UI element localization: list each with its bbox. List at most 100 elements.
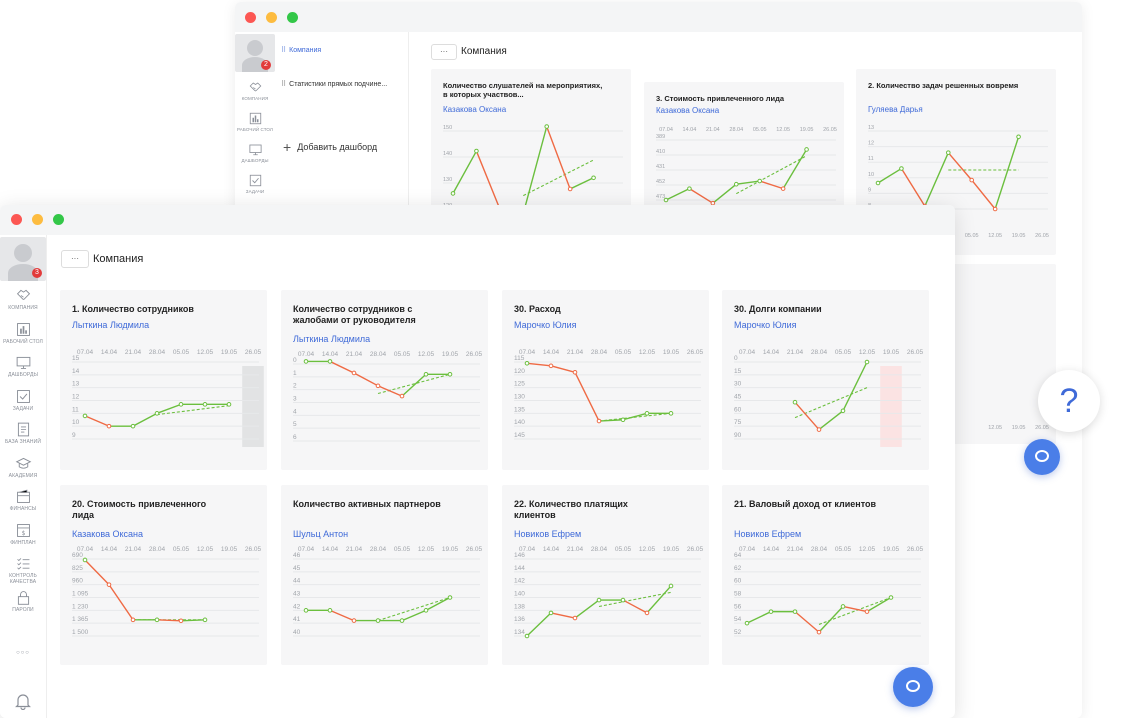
trend-line: [377, 596, 451, 622]
x-tick-label: 14.04: [763, 349, 780, 356]
data-point: [644, 411, 650, 416]
series-segment: [156, 619, 182, 622]
minimize-window-button[interactable]: [266, 12, 277, 23]
card-title: 1. Количество сотрудников: [72, 304, 194, 314]
data-point: [450, 191, 456, 196]
card-owner-link[interactable]: Новиков Ефрем: [514, 529, 582, 539]
sidebar-item-cash[interactable]: $ ФИНПЛАН: [0, 522, 46, 546]
checklist-icon: [0, 555, 46, 572]
sidebar-item-handshake[interactable]: КОМПАНИЯ: [0, 287, 46, 311]
bell-icon[interactable]: [15, 692, 31, 710]
close-window-button[interactable]: [245, 12, 256, 23]
maximize-window-button[interactable]: [53, 214, 64, 225]
sidebar-item-monitor[interactable]: ДАШБОРДЫ: [0, 354, 46, 378]
card-owner-link[interactable]: Новиков Ефрем: [734, 529, 802, 539]
dashboard-card[interactable]: 30. Расход Марочко Юлия 115 120 125 130 135 140…: [502, 290, 709, 470]
dashboard-card[interactable]: 1. Количество сотрудников Лыткина Людмила…: [60, 290, 267, 470]
drag-handle-icon[interactable]: ⠿: [281, 81, 287, 88]
sidebar-item-handshake[interactable]: КОМПАНИЯ: [235, 80, 275, 102]
series-segment: [452, 150, 478, 194]
x-tick-label: 19.05: [442, 351, 459, 358]
series-segment: [971, 179, 996, 210]
series-segment: [353, 372, 379, 387]
dashboard-card[interactable]: 21. Валовый доход от клиентов Новиков Ефр…: [722, 485, 929, 665]
x-tick-label: 28.04: [811, 546, 828, 553]
dashboard-menu-button[interactable]: ···: [61, 250, 89, 268]
series-segment: [994, 136, 1020, 210]
line-chart: 46 45 44 43 42 41 40 07.04 14.04 21.04 28.04 05.05 1…: [293, 546, 483, 637]
x-tick-label: 28.04: [149, 546, 166, 553]
dashboard-card[interactable]: Количество сотрудников с жалобами от рук…: [281, 290, 488, 470]
x-tick-label: 26.05: [466, 546, 483, 553]
dashboard-card[interactable]: 20. Стоимость привлеченного лида Казакова…: [60, 485, 267, 665]
minimize-window-button[interactable]: [32, 214, 43, 225]
sidebar-item-document[interactable]: БАЗА ЗНАНИЙ: [0, 421, 46, 445]
maximize-window-button[interactable]: [287, 12, 298, 23]
y-tick-label: 431: [656, 164, 665, 170]
y-tick-label: 12: [72, 394, 80, 401]
lock-icon: [0, 589, 46, 606]
series-segment: [526, 362, 552, 367]
highlight-column: [242, 366, 264, 447]
card-owner-link[interactable]: Шульц Антон: [293, 529, 349, 539]
card-owner-link[interactable]: Казакова Оксана: [656, 106, 720, 115]
data-point: [423, 608, 429, 613]
data-point: [548, 610, 554, 616]
sidebar-item-wallet[interactable]: ФИНАНСЫ: [0, 488, 46, 512]
x-tick-label: 12.05: [418, 351, 435, 358]
data-point: [899, 166, 904, 171]
dashboard-item-company[interactable]: ⠿ Компания: [281, 47, 322, 54]
series-segment: [818, 606, 844, 633]
highlight-column: [880, 366, 902, 447]
sidebar-item-desktop-grid[interactable]: РАБОЧИЙ СТОЛ: [0, 321, 46, 345]
y-tick-label: 410: [656, 149, 665, 155]
dashboard-card[interactable]: 30. Долги компании Марочко Юлия 0 15 30 45 60 7…: [722, 290, 929, 470]
more-menu-button[interactable]: ○○○: [16, 650, 30, 656]
card-owner-link[interactable]: Казакова Оксана: [443, 105, 507, 114]
x-tick-label: 05.05: [394, 546, 411, 553]
card-owner-link[interactable]: Казакова Оксана: [72, 529, 144, 539]
add-dashboard-button[interactable]: + Добавить дашборд: [283, 139, 378, 155]
sidebar-item-checkbox[interactable]: ЗАДАЧИ: [235, 173, 275, 195]
monitor-icon: [235, 142, 275, 157]
data-point: [447, 595, 453, 600]
document-icon: [0, 421, 46, 438]
dashboard-card[interactable]: Количество активных партнеров Шульц Антон…: [281, 485, 488, 665]
dashboard-item-subordinates[interactable]: ⠿ Статистики прямых подчине...: [281, 81, 388, 88]
sidebar-item-desktop-grid[interactable]: РАБОЧИЙ СТОЛ: [235, 111, 275, 133]
series-segment: [574, 371, 600, 422]
x-tick-label: 19.05: [663, 349, 680, 356]
card-owner-link[interactable]: Лыткина Людмила: [293, 334, 371, 344]
sidebar-item-monitor[interactable]: ДАШБОРДЫ: [235, 142, 275, 164]
y-tick-label: 44: [293, 578, 301, 585]
dashboard-menu-button[interactable]: ···: [431, 44, 457, 60]
card-owner-link[interactable]: Гуляева Дарья: [868, 105, 923, 114]
x-tick-label: 21.04: [346, 546, 363, 553]
card-owner-link[interactable]: Марочко Юлия: [734, 320, 797, 330]
card-owner-link[interactable]: Лыткина Людмила: [72, 320, 150, 330]
sidebar-item-checkbox[interactable]: ЗАДАЧИ: [0, 388, 46, 412]
sidebar-item-graduation-cap[interactable]: АКАДЕМИЯ: [0, 455, 46, 479]
x-tick-label: 28.04: [591, 349, 608, 356]
x-tick-label: 21.04: [706, 127, 720, 133]
dashboard-card[interactable]: 2. Количество задач решенных вовремя Гуля…: [856, 69, 1056, 255]
sidebar-item-checklist[interactable]: КОНТРОЛЬ КАЧЕСТВА: [0, 555, 46, 585]
y-tick-label: 138: [514, 603, 525, 610]
chat-button[interactable]: [1024, 439, 1060, 475]
data-point: [620, 597, 626, 603]
card-owner-link[interactable]: Марочко Юлия: [514, 320, 577, 330]
y-tick-label: 115: [514, 355, 525, 362]
close-window-button[interactable]: [11, 214, 22, 225]
y-tick-label: 135: [514, 406, 525, 413]
dashboard-card[interactable]: 22. Количество платящих клиентов Новиков …: [502, 485, 709, 665]
chat-button[interactable]: [893, 667, 933, 707]
x-tick-label: 21.04: [787, 349, 804, 356]
drag-handle-icon[interactable]: ⠿: [281, 47, 287, 54]
help-button[interactable]: ?: [1038, 370, 1100, 432]
x-tick-label: 12.05: [859, 546, 876, 553]
data-point: [864, 359, 870, 365]
sidebar-item-lock[interactable]: ПАРОЛИ: [0, 589, 46, 613]
y-tick-label: 0: [734, 355, 738, 362]
data-point: [864, 609, 870, 614]
checkbox-icon: [235, 173, 275, 188]
